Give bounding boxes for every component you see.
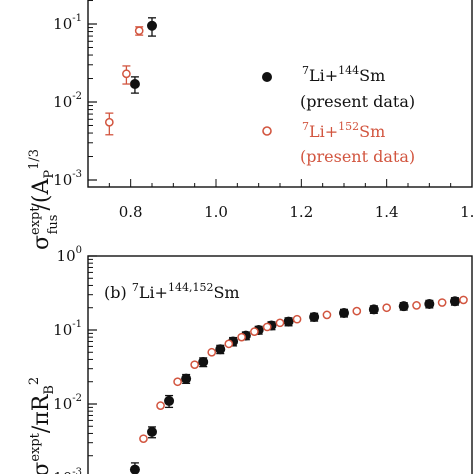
y-tick-label: 10-1 bbox=[53, 319, 82, 339]
panel-b-data bbox=[129, 295, 468, 474]
x-tick-label: 1.0 bbox=[204, 203, 228, 221]
data-point-filled bbox=[215, 344, 226, 355]
data-point-filled bbox=[164, 395, 175, 406]
y-tick-label: 10-3 bbox=[53, 467, 82, 474]
panel-a-ylabel: σexpt fus/(AP1/3 bbox=[27, 149, 61, 250]
data-point-filled bbox=[309, 311, 320, 322]
panel-b-ticks: 100 10-1 10-2 10-3 bbox=[53, 245, 97, 474]
x-tick-label: 1.6 bbox=[460, 203, 474, 221]
data-point-open bbox=[382, 303, 392, 313]
y-tick-label: 10-2 bbox=[53, 393, 82, 413]
data-point-open bbox=[207, 347, 217, 357]
data-point-open bbox=[173, 377, 182, 387]
data-point-open bbox=[237, 332, 246, 342]
data-point-filled bbox=[398, 301, 409, 312]
data-point-open bbox=[224, 339, 234, 349]
legend-marker-152sm bbox=[262, 126, 272, 136]
panel-a-data bbox=[104, 17, 157, 136]
data-point-filled bbox=[198, 356, 209, 367]
data-point-filled bbox=[339, 307, 349, 318]
data-point-open bbox=[412, 301, 421, 310]
data-point-filled bbox=[129, 464, 140, 474]
data-point-filled bbox=[129, 79, 140, 90]
data-point-open bbox=[262, 322, 272, 332]
panel-a-ticks: 10-3 10-2 10-1 0.8 1.0 1.2 1.4 1.6 bbox=[53, 0, 474, 221]
data-point-open bbox=[156, 401, 165, 410]
panel-a-legend: 7Li+144Sm (present data) 7Li+152Sm (pres… bbox=[262, 64, 415, 166]
data-point-open bbox=[190, 360, 200, 370]
data-point-open bbox=[292, 314, 302, 324]
y-tick-label: 10-1 bbox=[53, 13, 82, 33]
data-point-open bbox=[352, 306, 362, 316]
data-point-open bbox=[459, 295, 468, 305]
panel-b-ylabel: sσexpt/πRB2 bbox=[27, 377, 57, 474]
data-point-filled bbox=[181, 373, 192, 384]
data-point-filled bbox=[147, 426, 157, 437]
legend-sublabel-152sm: (present data) bbox=[300, 147, 415, 166]
data-point-filled bbox=[449, 296, 460, 307]
data-point-open bbox=[139, 434, 148, 444]
y-tick-label: 100 bbox=[57, 245, 82, 265]
y-tick-label: 10-3 bbox=[53, 169, 82, 189]
panel-b-frame bbox=[87, 255, 473, 474]
x-tick-label: 1.4 bbox=[375, 203, 399, 221]
data-point-open bbox=[134, 26, 144, 36]
legend-marker-144sm bbox=[262, 72, 272, 82]
panel-b: 100 10-1 10-2 10-3 (b) 7Li+144,152Sm sσexpt… bbox=[27, 245, 473, 474]
data-point-filled bbox=[283, 316, 294, 327]
legend-label-152sm: 7Li+152Sm bbox=[302, 120, 385, 141]
data-point-open bbox=[250, 327, 259, 336]
panel-b-label: (b) 7Li+144,152Sm bbox=[104, 281, 240, 302]
legend-sublabel-144sm: (present data) bbox=[300, 92, 415, 111]
data-point-filled bbox=[368, 304, 379, 315]
data-point-filled bbox=[147, 20, 157, 31]
data-point-open bbox=[437, 298, 447, 307]
data-point-open bbox=[275, 318, 285, 328]
data-point-open bbox=[104, 117, 114, 127]
data-point-filled bbox=[424, 298, 435, 309]
x-tick-label: 0.8 bbox=[119, 203, 143, 221]
y-tick-label: 10-2 bbox=[53, 91, 82, 111]
x-tick-label: 1.2 bbox=[289, 203, 313, 221]
data-point-open bbox=[122, 69, 131, 79]
panel-a: 10-3 10-2 10-1 0.8 1.0 1.2 1.4 1.6 σexptfus/(AP… bbox=[27, 0, 474, 250]
legend-label-144sm: 7Li+144Sm bbox=[302, 64, 385, 85]
data-point-open bbox=[322, 310, 332, 320]
